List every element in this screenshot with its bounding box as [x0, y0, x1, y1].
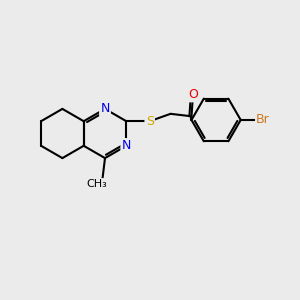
Text: N: N — [122, 139, 131, 152]
Text: CH₃: CH₃ — [86, 179, 107, 189]
Text: Br: Br — [256, 113, 270, 127]
Text: O: O — [188, 88, 198, 101]
Text: S: S — [146, 115, 154, 128]
Text: N: N — [100, 102, 110, 116]
